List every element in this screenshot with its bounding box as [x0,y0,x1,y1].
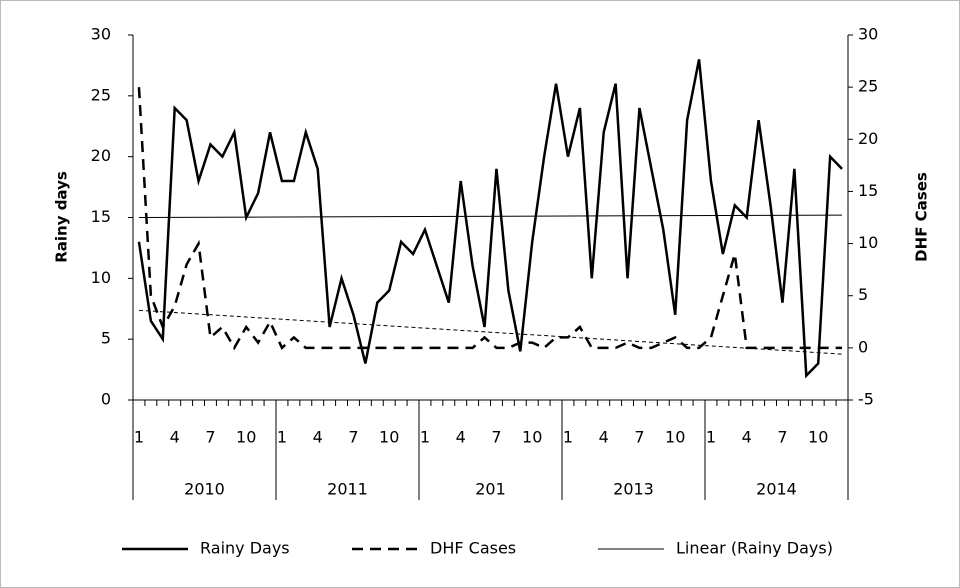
x-tick-label: 7 [491,428,501,447]
x-tick-label: 7 [634,428,644,447]
y-tick-label: 20 [91,146,111,165]
x-tick-label: 1 [277,428,287,447]
x-tick-label: 7 [205,428,215,447]
x-tick-label: 7 [348,428,358,447]
y-tick-label: 15 [91,207,111,226]
y-axis-title: Rainy days [53,171,71,263]
y2-tick-label: -5 [858,390,874,409]
x-tick-label: 1 [134,428,144,447]
x-tick-label: 4 [742,428,752,447]
x-tick-label: 1 [706,428,716,447]
y2-tick-label: 0 [858,337,868,356]
x-tick-label: 10 [522,428,542,447]
legend-label: DHF Cases [430,539,516,558]
x-tick-label: 10 [236,428,256,447]
group-label: 2010 [184,480,225,499]
y2-tick-label: 15 [858,181,878,200]
x-tick-label: 4 [313,428,323,447]
y2-tick-label: 20 [858,129,878,148]
x-tick-label: 4 [170,428,180,447]
legend-label: Rainy Days [200,539,290,558]
x-tick-label: 1 [420,428,430,447]
group-label: 2011 [327,480,368,499]
x-tick-label: 4 [456,428,466,447]
y2-axis-title: DHF Cases [913,172,931,262]
y2-tick-label: 25 [858,77,878,96]
y2-tick-label: 30 [858,25,878,44]
legend-label: Linear (Rainy Days) [676,539,833,558]
x-tick-label: 10 [665,428,685,447]
trend-line [138,309,843,355]
x-tick-label: 10 [808,428,828,447]
group-label: 2013 [613,480,654,499]
group-label: 2014 [756,480,797,499]
group-label: 201 [475,480,506,499]
y-tick-label: 30 [91,25,111,44]
y2-tick-label: 10 [858,233,878,252]
y-tick-label: 25 [91,85,111,104]
y-tick-label: 10 [91,268,111,287]
series-line [137,87,843,351]
trend-line [138,214,843,218]
x-tick-label: 10 [379,428,399,447]
y-tick-label: 5 [101,329,111,348]
series-line [137,59,843,379]
y-tick-label: 0 [101,390,111,409]
y2-tick-label: 5 [858,285,868,304]
x-tick-label: 7 [777,428,787,447]
x-tick-label: 4 [599,428,609,447]
x-tick-label: 1 [563,428,573,447]
